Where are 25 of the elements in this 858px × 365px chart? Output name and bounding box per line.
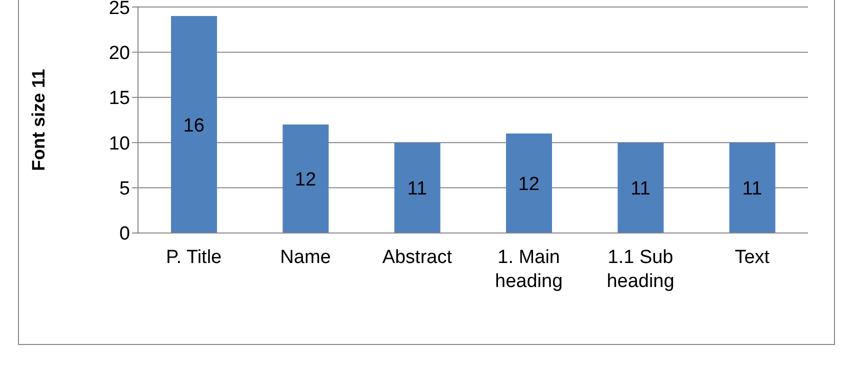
annotation: 12 [294, 170, 316, 191]
y-tick-label: 20 [108, 42, 130, 64]
bar [171, 16, 217, 233]
annotation: 11 [630, 178, 650, 200]
x-tick-label: Name [280, 247, 331, 268]
y-tick-label: 15 [108, 88, 130, 110]
y-tick-label: 5 [119, 178, 130, 200]
annotation: 11 [407, 178, 428, 200]
x-tick-label: Abstract [382, 247, 453, 268]
y-tick-label: 10 [108, 133, 130, 154]
annotation: 16 [183, 115, 204, 136]
x-tick-label: 1.1 Sub heading [606, 247, 674, 292]
y-axis-title: Font size 11 [28, 68, 48, 172]
y-tick-label: 25 [108, 0, 130, 19]
y-tick-label: 0 [119, 224, 130, 245]
bar [618, 142, 664, 233]
x-tick-label: P. Title [166, 247, 222, 268]
x-tick-label: 1. Main heading [495, 247, 563, 292]
bar [282, 124, 329, 233]
annotation: 12 [518, 174, 540, 196]
x-tick-label: Text [734, 247, 770, 268]
bar [729, 142, 776, 233]
bar [394, 142, 440, 233]
bar [506, 134, 552, 233]
annotation: 11 [742, 178, 762, 200]
